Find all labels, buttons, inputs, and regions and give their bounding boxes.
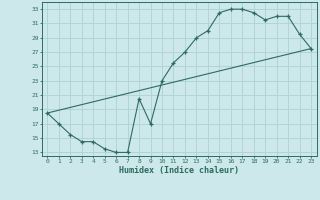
- X-axis label: Humidex (Indice chaleur): Humidex (Indice chaleur): [119, 166, 239, 175]
